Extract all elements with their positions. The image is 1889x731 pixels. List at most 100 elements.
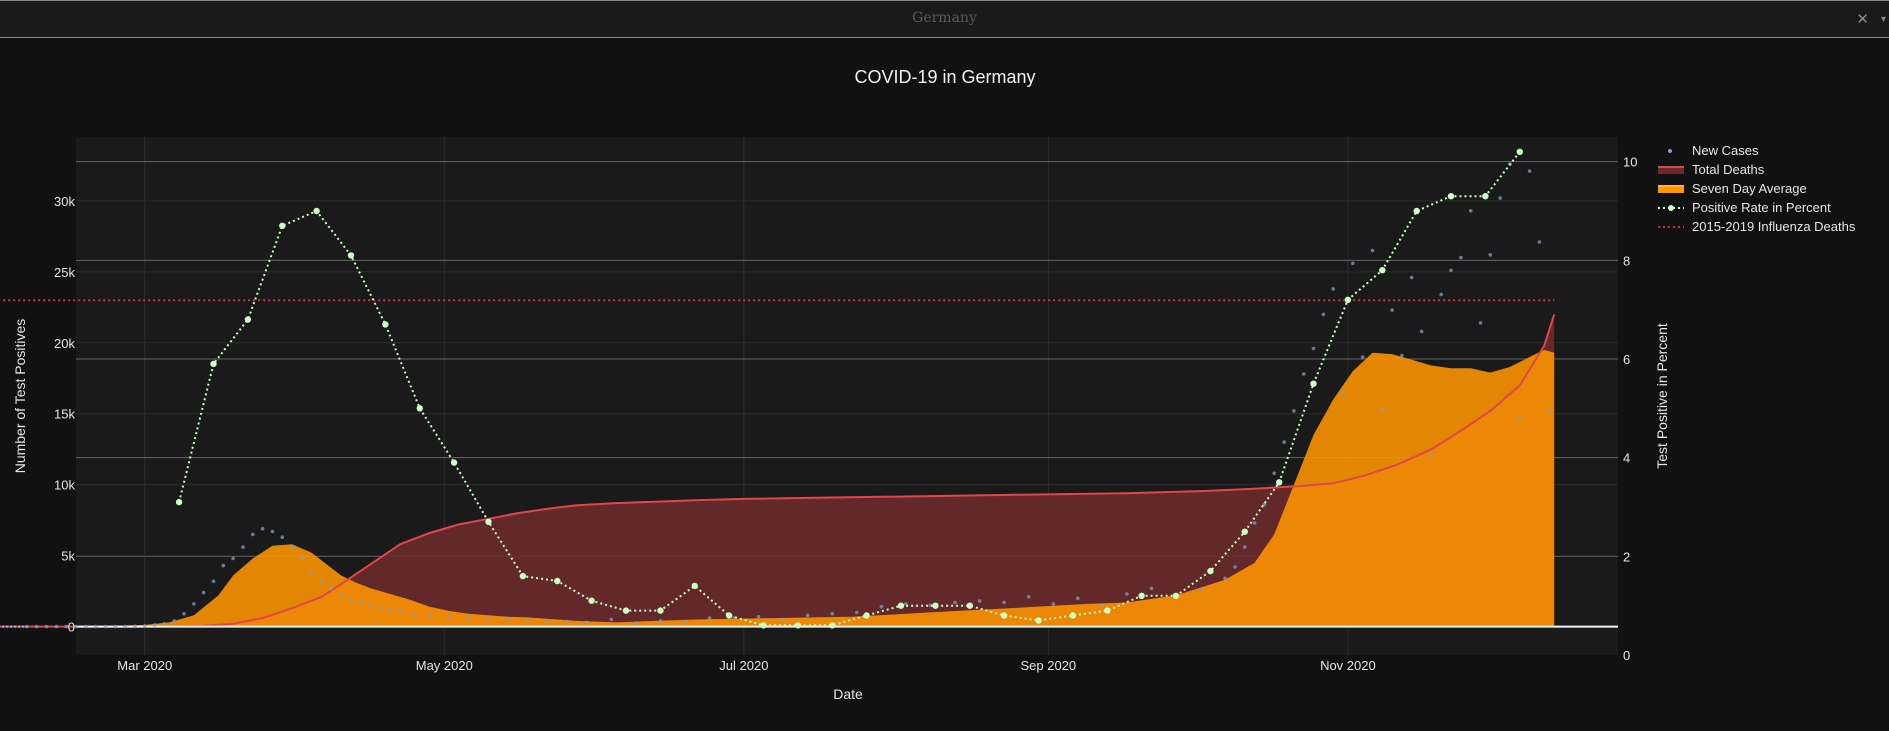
- new-cases-point[interactable]: [84, 624, 88, 629]
- positive-rate-point[interactable]: [1482, 193, 1489, 200]
- new-cases-point[interactable]: [565, 619, 569, 624]
- new-cases-point[interactable]: [162, 622, 167, 626]
- new-cases-point[interactable]: [1252, 521, 1257, 525]
- legend-item[interactable]: Seven Day Average: [1658, 181, 1807, 196]
- new-cases-point[interactable]: [1409, 275, 1414, 280]
- new-cases-point[interactable]: [805, 613, 810, 618]
- new-cases-point[interactable]: [44, 624, 49, 629]
- new-cases-point[interactable]: [339, 593, 344, 598]
- new-cases-point[interactable]: [1459, 255, 1463, 260]
- new-cases-point[interactable]: [1026, 595, 1031, 599]
- new-cases-point[interactable]: [1002, 600, 1006, 605]
- new-cases-point[interactable]: [280, 535, 285, 539]
- new-cases-point[interactable]: [34, 624, 39, 629]
- new-cases-point[interactable]: [1488, 253, 1493, 257]
- new-cases-point[interactable]: [609, 617, 614, 622]
- new-cases-point[interactable]: [133, 624, 137, 629]
- new-cases-point[interactable]: [1341, 390, 1345, 395]
- new-cases-point[interactable]: [378, 606, 383, 610]
- new-cases-point[interactable]: [221, 563, 226, 568]
- positive-rate-point[interactable]: [1310, 380, 1317, 387]
- new-cases-point[interactable]: [1292, 409, 1296, 413]
- new-cases-point[interactable]: [1311, 346, 1316, 351]
- new-cases-point[interactable]: [1547, 409, 1551, 413]
- new-cases-point[interactable]: [634, 621, 638, 625]
- legend-item[interactable]: Positive Rate in Percent: [1658, 200, 1831, 215]
- new-cases-point[interactable]: [447, 614, 452, 619]
- positive-rate-point[interactable]: [588, 597, 595, 604]
- positive-rate-point[interactable]: [279, 222, 286, 229]
- new-cases-point[interactable]: [1198, 587, 1203, 592]
- positive-rate-point[interactable]: [657, 607, 664, 614]
- new-cases-point[interactable]: [260, 526, 265, 531]
- new-cases-point[interactable]: [388, 607, 393, 612]
- new-cases-point[interactable]: [1262, 502, 1267, 507]
- positive-rate-point[interactable]: [1379, 267, 1386, 274]
- new-cases-point[interactable]: [64, 624, 68, 629]
- positive-rate-point[interactable]: [1138, 592, 1145, 599]
- positive-rate-point[interactable]: [829, 622, 836, 629]
- positive-rate-point[interactable]: [1000, 612, 1008, 619]
- new-cases-point[interactable]: [486, 617, 491, 622]
- new-cases-point[interactable]: [1149, 586, 1154, 591]
- positive-rate-point[interactable]: [1207, 567, 1214, 575]
- new-cases-point[interactable]: [1051, 602, 1056, 606]
- positive-rate-point[interactable]: [691, 582, 698, 590]
- positive-rate-point[interactable]: [760, 622, 767, 629]
- new-cases-point[interactable]: [953, 600, 957, 605]
- positive-rate-point[interactable]: [794, 622, 802, 629]
- window-menu-button[interactable]: ▾: [1880, 14, 1886, 25]
- new-cases-point[interactable]: [290, 545, 294, 549]
- new-cases-point[interactable]: [359, 600, 363, 605]
- new-cases-point[interactable]: [1537, 240, 1542, 244]
- legend-item[interactable]: Total Deaths: [1658, 162, 1765, 177]
- new-cases-point[interactable]: [1272, 471, 1276, 476]
- new-cases-point[interactable]: [1360, 355, 1365, 359]
- new-cases-point[interactable]: [1331, 287, 1335, 291]
- new-cases-point[interactable]: [1390, 308, 1394, 312]
- positive-rate-point[interactable]: [244, 316, 252, 323]
- positive-rate-point[interactable]: [1447, 193, 1455, 200]
- new-cases-point[interactable]: [781, 617, 785, 622]
- new-cases-point[interactable]: [526, 618, 530, 622]
- new-cases-point[interactable]: [1419, 329, 1424, 334]
- new-cases-point[interactable]: [1498, 196, 1502, 200]
- new-cases-point[interactable]: [732, 616, 736, 620]
- new-cases-point[interactable]: [143, 624, 147, 628]
- positive-rate-point[interactable]: [382, 321, 389, 328]
- new-cases-point[interactable]: [93, 624, 98, 629]
- new-cases-point[interactable]: [251, 532, 255, 537]
- new-cases-point[interactable]: [584, 620, 589, 625]
- new-cases-point[interactable]: [74, 624, 78, 629]
- positive-rate-point[interactable]: [622, 607, 630, 614]
- new-cases-point[interactable]: [1527, 169, 1532, 173]
- new-cases-point[interactable]: [1468, 209, 1473, 213]
- positive-rate-point[interactable]: [1035, 617, 1042, 624]
- new-cases-point[interactable]: [300, 556, 304, 561]
- new-cases-point[interactable]: [103, 624, 108, 629]
- positive-rate-point[interactable]: [450, 459, 458, 466]
- new-cases-point[interactable]: [467, 616, 471, 620]
- new-cases-point[interactable]: [756, 614, 761, 619]
- positive-rate-point[interactable]: [1069, 612, 1077, 619]
- new-cases-point[interactable]: [211, 579, 216, 583]
- new-cases-point[interactable]: [1233, 565, 1237, 569]
- new-cases-point[interactable]: [830, 612, 835, 616]
- new-cases-point[interactable]: [152, 623, 157, 627]
- new-cases-point[interactable]: [241, 545, 245, 549]
- new-cases-point[interactable]: [977, 599, 982, 603]
- positive-rate-point[interactable]: [485, 518, 492, 525]
- new-cases-point[interactable]: [1125, 592, 1129, 596]
- legend-item[interactable]: 2015-2019 Influenza Deaths: [1658, 219, 1856, 234]
- positive-rate-point[interactable]: [1516, 148, 1524, 155]
- new-cases-point[interactable]: [658, 619, 663, 623]
- positive-rate-point[interactable]: [932, 602, 939, 609]
- new-cases-point[interactable]: [707, 616, 712, 620]
- new-cases-point[interactable]: [1518, 416, 1522, 420]
- new-cases-point[interactable]: [1351, 261, 1355, 266]
- positive-rate-point[interactable]: [175, 498, 183, 506]
- new-cases-point[interactable]: [1429, 453, 1434, 457]
- positive-rate-point[interactable]: [347, 252, 355, 259]
- new-cases-point[interactable]: [192, 602, 196, 606]
- new-cases-point[interactable]: [1301, 372, 1306, 376]
